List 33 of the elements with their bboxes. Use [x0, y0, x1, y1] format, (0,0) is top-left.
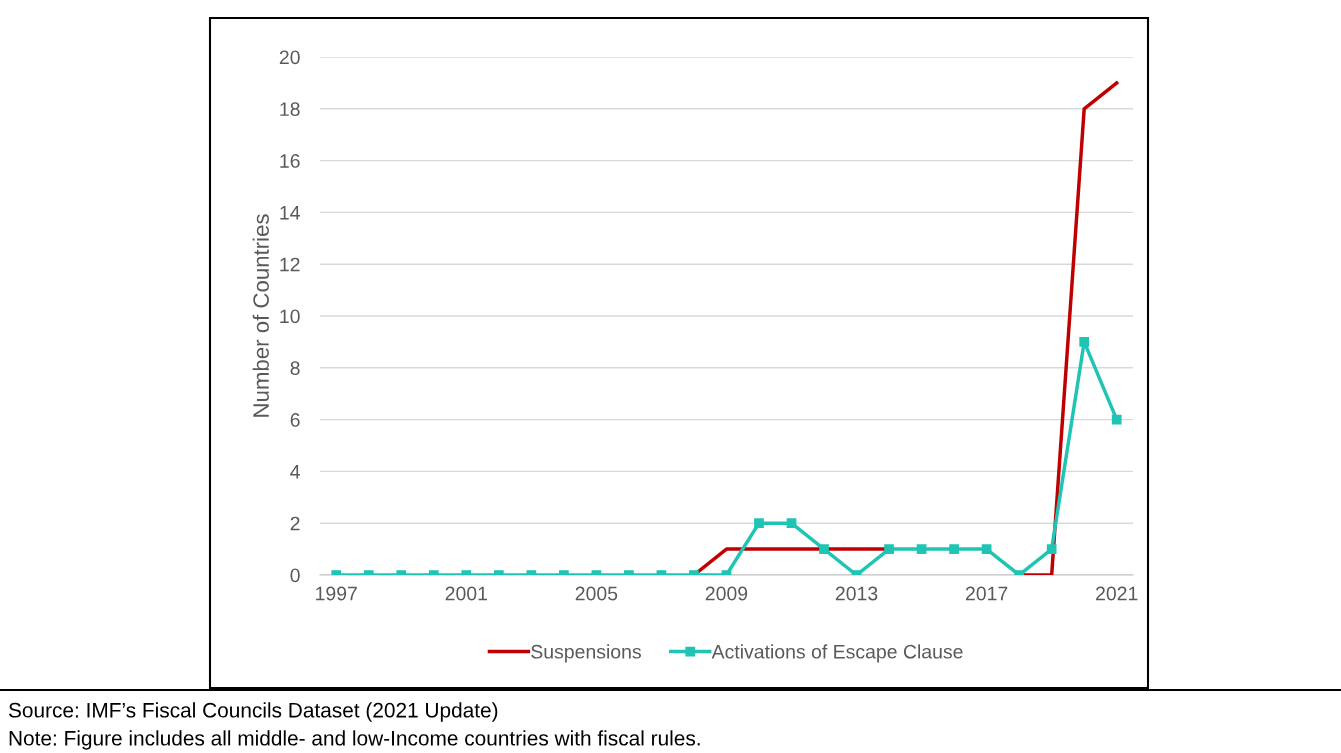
legend-label: Suspensions: [531, 644, 641, 663]
x-tick-label: 2021: [1096, 586, 1138, 601]
y-tick-label: 14: [280, 206, 300, 220]
point: [1079, 337, 1090, 347]
x-tick-label: 2005: [575, 586, 618, 601]
point: [884, 544, 894, 554]
point: [981, 544, 992, 554]
point: [1046, 544, 1057, 554]
legend-label: Activations of Escape Clause: [711, 644, 963, 663]
point: [1111, 414, 1122, 425]
y-tick-label: 6: [290, 413, 300, 427]
x-tick-label: 2001: [445, 586, 487, 601]
x-tick-label: 2013: [835, 586, 878, 601]
point: [916, 544, 927, 554]
x-tick-label: 2009: [705, 586, 748, 601]
point: [786, 518, 797, 529]
y-tick-label: 12: [280, 257, 300, 272]
y-tick-label: 4: [290, 465, 300, 479]
y-tick-label: 10: [280, 309, 300, 324]
x-tick-label: 1997: [316, 586, 357, 601]
point: [754, 518, 764, 529]
y-tick-label: 20: [279, 50, 300, 65]
y-tick-label: 18: [280, 102, 300, 117]
text: Note: Figure includes all middle- and low-Income countries with fiscal rules.: [9, 730, 700, 750]
y-tick-label: 16: [280, 154, 300, 168]
y-tick-label: 2: [290, 516, 300, 531]
y-tick-label: 8: [290, 361, 300, 376]
y-tick-label: 0: [290, 568, 300, 583]
point: [949, 544, 959, 554]
x-tick-label: 2017: [965, 586, 1008, 601]
point: [819, 544, 829, 554]
source-note: Source: IMF’s Fiscal Councils Dataset (2021 Update): [8, 702, 498, 722]
y-axis-title: Number of Countries: [252, 214, 269, 417]
